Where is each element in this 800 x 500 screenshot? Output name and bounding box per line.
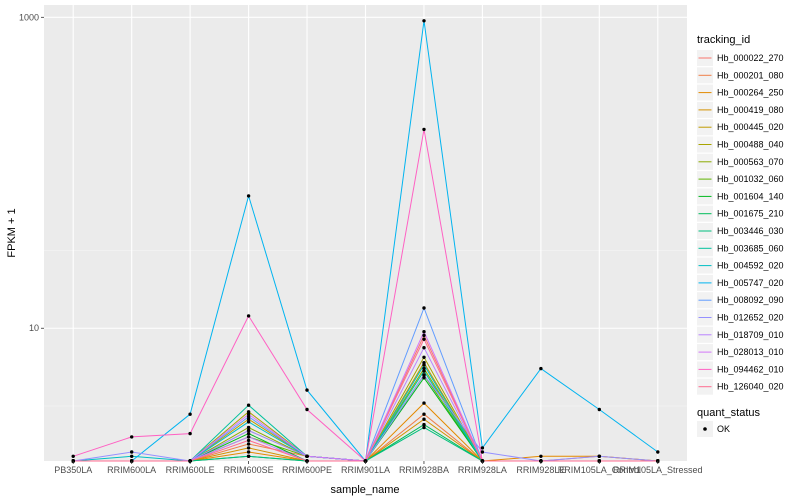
x-axis-ticks: PB350LA RRIM600LA RRIM600LE RRIM600SE RRIM60…	[54, 461, 703, 475]
legend-label: Hb_000022_270	[717, 53, 784, 63]
data-point	[246, 438, 251, 443]
data-point	[422, 369, 426, 373]
data-point	[480, 450, 485, 454]
y-axis-ticks: 10 1000	[19, 12, 44, 333]
data-point	[246, 403, 251, 407]
legend-label-ok: OK	[717, 424, 730, 434]
data-point	[422, 346, 426, 350]
legend-label: Hb_028013_010	[717, 347, 784, 357]
data-point	[422, 401, 426, 405]
grid-major-x	[72, 5, 659, 461]
data-point	[246, 435, 251, 439]
legend-label: Hb_008092_090	[717, 295, 784, 305]
data-point	[422, 330, 426, 334]
x-tick-label: RRIM928BA	[399, 465, 449, 475]
x-tick-label: RRIM600LA	[107, 465, 156, 475]
legend-label: Hb_005747_020	[717, 278, 784, 288]
data-point	[246, 412, 251, 416]
data-point	[246, 442, 251, 446]
data-point	[539, 454, 543, 458]
legend-label: Hb_094462_010	[717, 364, 784, 374]
x-tick-label: RRIM105LA_Control	[558, 465, 641, 475]
data-point	[597, 407, 601, 412]
legend-label: Hb_003446_030	[717, 226, 784, 236]
y-axis-title: FPKM + 1	[6, 208, 18, 257]
x-tick-label: RRIM928LA	[458, 465, 507, 475]
x-tick-label: RRIM600SE	[224, 465, 274, 475]
x-tick-label: RRIM600PE	[282, 465, 332, 475]
data-point	[597, 454, 601, 458]
x-tick-label: RRIM928LE	[516, 465, 565, 475]
legend: tracking_id Hb_000022_270Hb_000201_080Hb…	[697, 34, 784, 437]
data-point	[656, 450, 660, 454]
data-point	[422, 363, 426, 367]
data-point	[422, 425, 426, 430]
legend-label: Hb_012652_020	[717, 313, 784, 323]
data-point	[246, 410, 251, 414]
legend-title-quant-status: quant_status	[697, 407, 760, 419]
data-point	[422, 373, 426, 377]
data-point	[305, 388, 309, 392]
data-point	[422, 376, 426, 380]
legend-point-ok	[703, 427, 707, 431]
data-point	[246, 428, 251, 433]
data-point	[246, 420, 251, 424]
data-point	[246, 314, 251, 318]
data-point	[422, 412, 426, 416]
legend-label: Hb_000488_040	[717, 140, 784, 150]
x-tick-label: RRIM901LA	[341, 465, 390, 475]
legend-label: Hb_000563_070	[717, 157, 784, 167]
data-point	[422, 366, 426, 371]
data-point	[422, 306, 426, 310]
data-point	[422, 422, 426, 427]
data-point	[480, 446, 485, 450]
x-tick-label: PB350LA	[54, 465, 92, 475]
data-point	[130, 435, 134, 439]
data-point	[539, 366, 543, 371]
x-tick-label: RRIM105LA_Stressed	[613, 465, 703, 475]
data-point	[305, 454, 309, 458]
legend-title-tracking-id: tracking_id	[697, 34, 750, 46]
data-point	[246, 431, 251, 436]
legend-label: Hb_004592_020	[717, 261, 784, 271]
legend-label: Hb_000445_020	[717, 122, 784, 132]
data-point	[422, 127, 426, 132]
data-point	[422, 337, 426, 341]
legend-label: Hb_000419_080	[717, 105, 784, 115]
legend-label: Hb_001032_060	[717, 174, 784, 184]
data-point	[246, 446, 251, 450]
data-point	[246, 417, 251, 421]
legend-items: Hb_000022_270 Hb_000201_080 Hb_000264_250 H…	[697, 50, 784, 395]
data-point	[305, 407, 309, 412]
data-point	[130, 450, 134, 454]
data-point	[246, 425, 251, 430]
data-point	[246, 194, 251, 198]
data-point	[422, 333, 426, 338]
data-point	[422, 19, 426, 23]
x-axis-title: sample_name	[330, 484, 399, 496]
legend-label: Hb_001604_140	[717, 191, 784, 201]
y-tick-label: 10	[29, 323, 39, 333]
data-point	[188, 412, 192, 416]
legend-label: Hb_126040_020	[717, 382, 784, 392]
legend-label: Hb_000264_250	[717, 88, 784, 98]
y-tick-label: 1000	[19, 12, 39, 22]
data-point	[422, 417, 426, 421]
legend-label: Hb_001675_210	[717, 209, 784, 219]
data-point	[246, 454, 251, 458]
x-tick-label: RRIM600LE	[166, 465, 215, 475]
data-point	[422, 355, 426, 359]
data-point	[130, 454, 134, 458]
data-point	[188, 431, 192, 436]
legend-label: Hb_018709_010	[717, 330, 784, 340]
data-point	[246, 415, 251, 419]
legend-label: Hb_003685_060	[717, 243, 784, 253]
data-point	[246, 450, 251, 454]
data-point	[71, 454, 75, 458]
legend-label: Hb_000201_080	[717, 70, 784, 80]
